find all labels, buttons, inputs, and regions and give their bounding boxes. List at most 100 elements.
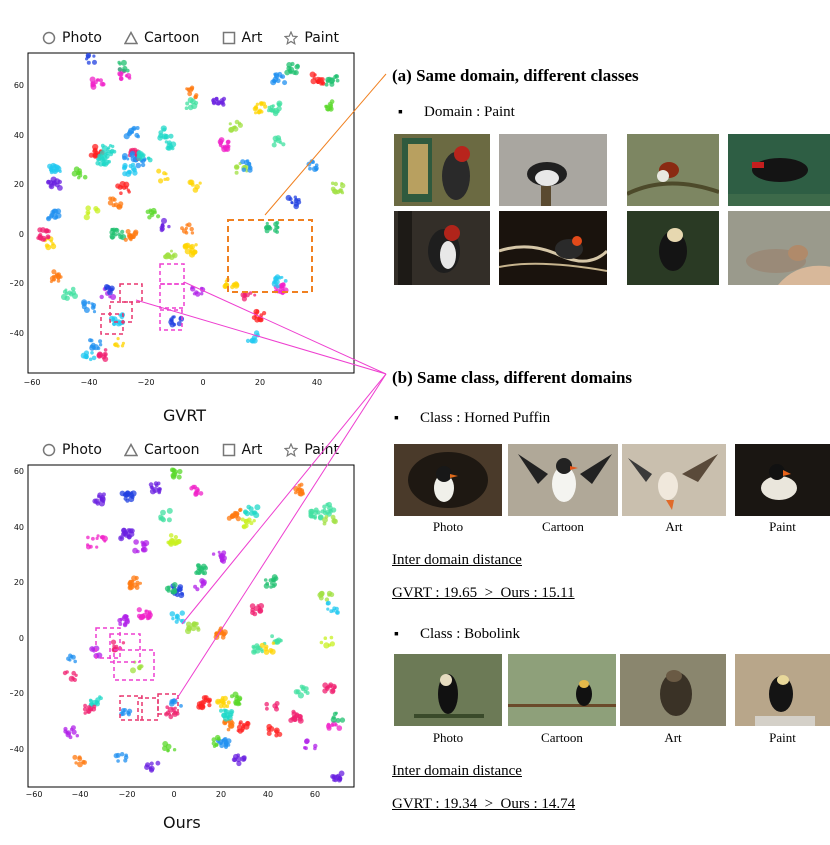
orange-connector bbox=[264, 73, 387, 216]
scatter-point bbox=[165, 705, 169, 709]
scatter-point bbox=[268, 226, 273, 231]
scatter-point bbox=[46, 216, 51, 220]
scatter-point bbox=[89, 544, 93, 549]
scatter-point bbox=[248, 291, 253, 295]
legend-photo-label: Photo bbox=[62, 30, 102, 46]
magenta-connector-2 bbox=[135, 299, 387, 375]
scatter-point bbox=[267, 108, 271, 113]
scatter-point bbox=[265, 581, 270, 586]
scatter-point bbox=[171, 252, 178, 259]
legend-paint-label: Paint bbox=[304, 30, 340, 46]
paint-bird-image-1 bbox=[394, 134, 490, 206]
y-tick-label: 0 bbox=[19, 230, 24, 239]
scatter-point bbox=[131, 575, 137, 582]
scatter-point bbox=[73, 659, 77, 664]
scatter-point bbox=[70, 655, 74, 659]
scatter-point bbox=[273, 72, 277, 76]
caption-paint-1: Paint bbox=[769, 519, 796, 534]
scatter-point bbox=[165, 252, 171, 258]
scatter-point bbox=[294, 197, 298, 202]
class-label-1-text: Class : Horned Puffin bbox=[420, 410, 551, 426]
y-tick-label: 20 bbox=[14, 578, 24, 587]
scatter-point bbox=[136, 549, 140, 554]
scatter-point bbox=[276, 105, 282, 112]
scatter-point bbox=[185, 223, 189, 227]
scatter-point bbox=[245, 338, 251, 343]
pink-box-3 bbox=[157, 693, 179, 715]
scatter-point bbox=[240, 159, 246, 165]
scatter-point bbox=[240, 517, 245, 522]
scatter-point bbox=[223, 284, 228, 289]
scatter-point bbox=[121, 341, 125, 345]
scatter-point bbox=[309, 159, 315, 164]
scatter-point bbox=[326, 723, 332, 729]
scatter-point bbox=[303, 686, 309, 692]
scatter-point bbox=[270, 634, 274, 639]
scatter-point bbox=[131, 235, 136, 240]
scatter-point bbox=[96, 652, 103, 659]
legend-cartoon: Cartoon bbox=[123, 442, 200, 458]
scatter-point bbox=[131, 162, 135, 167]
scatter-point bbox=[121, 531, 126, 537]
scatter-point bbox=[241, 724, 246, 729]
scatter-point bbox=[279, 75, 283, 79]
scatter-point bbox=[37, 234, 43, 241]
scatter-point bbox=[117, 67, 123, 72]
scatter-point bbox=[335, 718, 341, 723]
scatter-point bbox=[318, 591, 325, 597]
scatter-point bbox=[168, 133, 174, 139]
scatter-point bbox=[135, 162, 142, 169]
scatter-point bbox=[230, 512, 237, 519]
scatter-point bbox=[124, 185, 129, 190]
scatter-point bbox=[270, 581, 274, 586]
scatter-point bbox=[158, 178, 164, 184]
scatter-point bbox=[172, 322, 177, 327]
scatter-point bbox=[95, 545, 99, 549]
scatter-point bbox=[90, 351, 94, 355]
scatter-point bbox=[272, 135, 279, 142]
scatter-point bbox=[65, 732, 71, 738]
scatter-point bbox=[340, 191, 345, 195]
distance-value-1: GVRT : 19.65 > Ours : 15.11 bbox=[392, 585, 575, 601]
legend-cartoon: Cartoon bbox=[123, 30, 200, 46]
scatter-point bbox=[233, 753, 239, 760]
scatter-point bbox=[153, 481, 159, 486]
scatter-point bbox=[149, 761, 154, 766]
scatter-point bbox=[329, 688, 336, 695]
scatter-point bbox=[223, 743, 229, 748]
scatter-point bbox=[128, 496, 135, 503]
scatter-point bbox=[288, 717, 294, 723]
scatter-point bbox=[293, 486, 299, 492]
paint-bird-image-7 bbox=[627, 211, 719, 285]
scatter-point bbox=[218, 137, 225, 143]
legend-top: Photo Cartoon Art Paint bbox=[42, 30, 339, 46]
scatter-point bbox=[257, 110, 261, 115]
x-tick-label: −20 bbox=[119, 790, 136, 799]
scatter-point bbox=[101, 535, 108, 542]
scatter-point bbox=[126, 712, 131, 717]
scatter-point bbox=[187, 179, 194, 186]
scatter-point bbox=[158, 487, 162, 491]
scatter-point bbox=[261, 101, 266, 106]
caption-art-2: Art bbox=[664, 730, 682, 745]
scatter-point bbox=[86, 60, 91, 65]
scatter-point bbox=[219, 708, 223, 713]
scatter-point bbox=[90, 81, 96, 87]
scatter-point bbox=[294, 64, 300, 70]
scatter-point bbox=[92, 152, 98, 158]
scatter-point bbox=[160, 223, 165, 227]
scatter-point bbox=[130, 165, 137, 171]
scatter-point bbox=[324, 515, 329, 519]
scatter-point bbox=[225, 143, 230, 149]
scatter-point bbox=[129, 528, 135, 534]
scatter-point bbox=[271, 641, 276, 645]
scatter-point bbox=[164, 140, 169, 144]
y-tick-label: −40 bbox=[10, 329, 24, 338]
scatter-point bbox=[119, 191, 123, 195]
paint-bird-image-4 bbox=[728, 134, 830, 206]
scatter-point bbox=[336, 725, 343, 731]
scatter-point bbox=[70, 725, 76, 731]
scatter-point bbox=[96, 346, 101, 351]
scatter-point bbox=[100, 496, 104, 501]
scatter-point bbox=[168, 538, 175, 544]
